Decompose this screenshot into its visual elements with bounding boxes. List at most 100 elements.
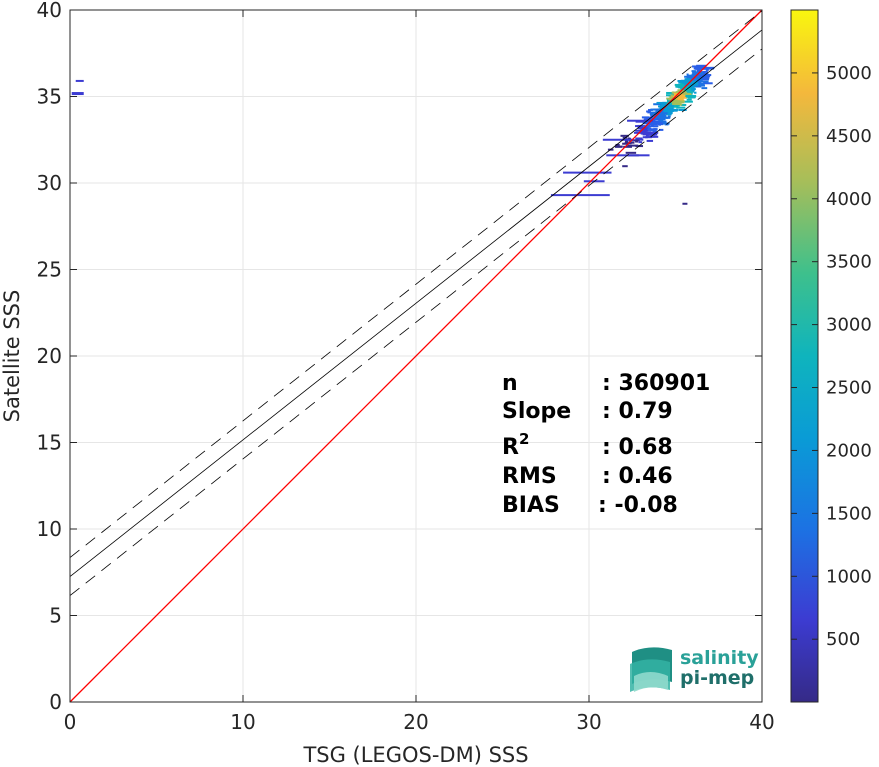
density-cell <box>694 91 697 94</box>
y-axis-ticks: 0 5 10 15 20 25 30 35 40 <box>37 0 762 714</box>
density-cell <box>690 76 693 79</box>
x-tick-label: 0 <box>64 710 77 734</box>
density-cell <box>681 93 692 96</box>
density-cell <box>660 116 665 119</box>
lower-bound-line <box>69 48 763 596</box>
density-cell <box>675 97 679 100</box>
density-cell <box>638 141 643 144</box>
density-cell <box>655 110 664 113</box>
density-cell <box>666 116 669 119</box>
density-cell <box>625 151 637 154</box>
logo-text-pimep: pi-mep <box>680 667 754 689</box>
density-cell <box>658 119 664 122</box>
y-tick-label: 40 <box>37 0 62 22</box>
colorbar-tick-label: 4000 <box>826 189 872 210</box>
density-cell <box>654 122 663 125</box>
density-cell <box>649 113 659 116</box>
density-outlier <box>75 79 84 82</box>
density-cell <box>655 115 663 118</box>
density-cell <box>691 70 696 73</box>
density-cell <box>678 81 684 84</box>
fit-lines <box>69 9 763 703</box>
density-cell <box>686 89 690 92</box>
density-cell <box>691 88 695 91</box>
x-tick-label: 20 <box>403 710 428 734</box>
density-streak <box>550 194 610 197</box>
density-cell <box>697 80 709 83</box>
stat-superscript: 2 <box>519 430 529 448</box>
density-cell <box>680 82 684 85</box>
density-cell <box>653 108 660 111</box>
density-cell <box>676 96 687 99</box>
density-cell <box>651 118 656 121</box>
density-cell <box>667 115 671 118</box>
x-tick-label: 30 <box>576 710 601 734</box>
stat-label: R2 <box>502 430 529 460</box>
stat-value: : 360901 <box>602 371 710 396</box>
density-cell <box>657 111 666 114</box>
density-cell <box>698 67 703 70</box>
x-axis-label: TSG (LEGOS-DM) SSS <box>302 743 528 767</box>
density-cell <box>665 110 674 113</box>
colorbar-tick-label: 5000 <box>826 63 872 84</box>
y-tick-label: 10 <box>37 517 62 541</box>
stat-label: BIAS <box>502 493 560 518</box>
density-cell <box>703 82 713 85</box>
density-cell <box>695 66 702 69</box>
density-cell <box>665 108 675 111</box>
density-cell <box>660 114 663 117</box>
density-cell <box>652 130 658 133</box>
density-cell <box>684 75 694 78</box>
x-tick-label: 40 <box>749 710 774 734</box>
density-cell <box>653 103 662 106</box>
density-streak <box>602 138 634 141</box>
salinity-pi-mep-logo: salinity pi-mep <box>630 647 759 692</box>
x-axis-ticks: 0 10 20 30 40 <box>64 10 775 734</box>
stat-label: n <box>502 371 518 396</box>
stat-value: : 0.79 <box>602 399 673 424</box>
colorbar <box>790 9 819 703</box>
density-cell <box>627 144 639 147</box>
density-cell <box>702 74 710 77</box>
density-cell <box>673 95 685 98</box>
density-cell <box>681 103 687 106</box>
density-cell <box>651 121 659 124</box>
density-cell <box>648 128 652 131</box>
y-tick-label: 30 <box>37 171 62 195</box>
logo-text-salinity: salinity <box>680 647 759 669</box>
density-cell <box>696 68 701 71</box>
density-cell <box>687 80 699 83</box>
density-cell <box>638 138 644 141</box>
density-cell <box>635 140 639 143</box>
density-streak <box>633 131 659 134</box>
density-cloud <box>71 64 715 205</box>
density-cell <box>672 91 675 94</box>
stat-value: : 0.68 <box>602 435 673 460</box>
density-cell <box>693 83 705 86</box>
density-cell <box>672 108 679 111</box>
density-streak <box>563 171 612 174</box>
colorbar-ticks: 500 1000 1500 2000 2500 3000 3500 4000 4500 5000 <box>791 63 872 650</box>
density-cell <box>647 111 651 114</box>
colorbar-tick-label: 2500 <box>826 378 872 399</box>
density-cell <box>623 145 633 148</box>
density-cell <box>635 137 643 140</box>
stats-box: n: 360901 Slope: 0.79 R2: 0.68 RMS: 0.46 BIA… <box>502 371 710 518</box>
density-cell <box>651 118 661 121</box>
density-cell <box>666 99 671 102</box>
stat-value: : -0.08 <box>598 493 678 518</box>
density-cell <box>686 74 695 77</box>
y-tick-label: 15 <box>37 431 62 455</box>
colorbar-tick-label: 4500 <box>826 126 872 147</box>
density-cell <box>683 100 693 103</box>
density-cell <box>696 72 704 75</box>
colorbar-tick-label: 1000 <box>826 566 872 587</box>
density-cell <box>622 142 629 145</box>
colorbar-tick-label: 3500 <box>826 252 872 273</box>
density-cell <box>671 100 680 103</box>
density-cell <box>656 101 667 104</box>
density-cell <box>705 68 709 71</box>
density-cell <box>614 145 623 148</box>
density-cell <box>646 139 654 142</box>
